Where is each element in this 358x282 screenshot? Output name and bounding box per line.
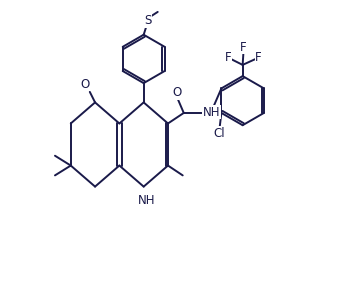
Text: F: F [240, 41, 247, 54]
Text: NH: NH [203, 106, 221, 119]
Text: O: O [80, 78, 89, 91]
Text: NH: NH [138, 194, 155, 207]
Text: F: F [224, 51, 231, 64]
Text: S: S [144, 14, 151, 27]
Text: O: O [173, 87, 182, 100]
Text: F: F [255, 51, 262, 64]
Text: Cl: Cl [214, 127, 226, 140]
